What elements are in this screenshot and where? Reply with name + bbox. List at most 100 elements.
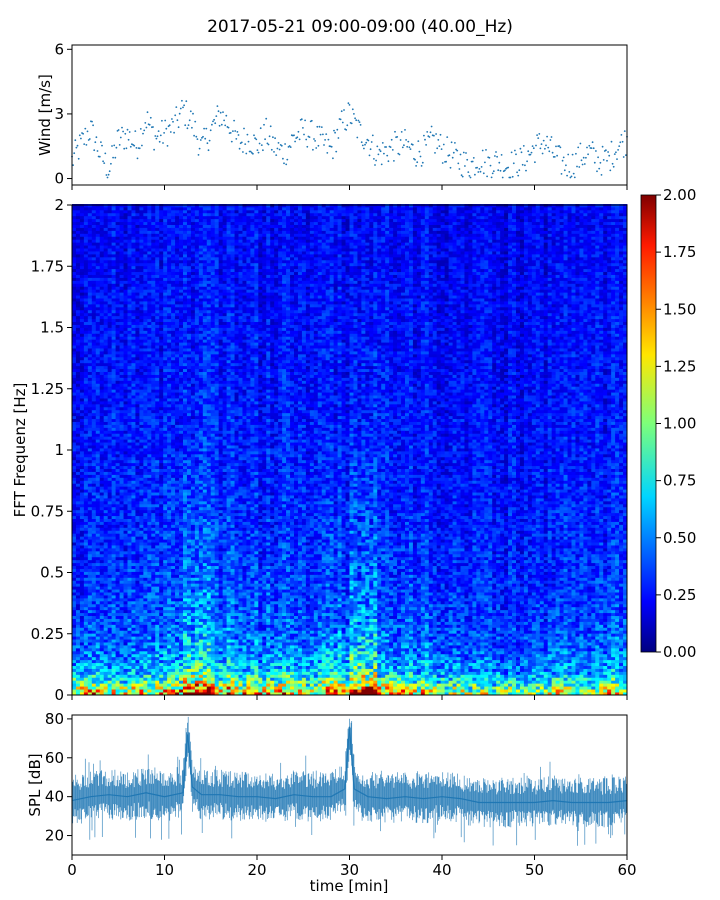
spectrogram-cell <box>119 239 124 243</box>
spectrogram-cell <box>171 465 176 470</box>
spectrogram-cell <box>151 209 156 214</box>
spectrogram-cell <box>131 615 136 619</box>
spectrogram-cell <box>103 539 109 543</box>
spectrogram-cell <box>151 327 156 331</box>
spectrogram-cell <box>95 586 101 590</box>
spectrogram-cell <box>119 565 124 569</box>
spectrogram-cell <box>155 209 160 214</box>
spectrogram-cell <box>151 383 156 387</box>
spectrogram-cell <box>167 309 172 314</box>
spectrogram-cell <box>135 212 140 217</box>
spectrogram-cell <box>171 345 176 349</box>
wind-point <box>320 126 323 128</box>
spectrogram-cell <box>175 306 180 311</box>
spectrogram-cell <box>155 221 160 225</box>
spectrogram-cell <box>175 339 180 343</box>
spectrogram-cell <box>171 436 176 440</box>
spectrogram-cell <box>107 539 113 543</box>
spectrogram-cell <box>99 492 105 496</box>
spectrogram-cell <box>83 489 89 493</box>
spectrogram-cell <box>131 301 136 305</box>
spectrogram-cell <box>119 492 124 496</box>
spectrogram-cell <box>151 453 156 458</box>
spectrogram-cell <box>135 292 140 296</box>
wind-point <box>494 155 496 157</box>
spectrogram-cell <box>115 274 120 278</box>
spectrogram-cell <box>99 418 105 422</box>
spectrogram-cell <box>91 262 97 267</box>
spectrogram-cell <box>143 627 148 631</box>
spectrogram-cell <box>147 306 152 311</box>
spectrogram-cell <box>103 433 109 437</box>
spectrogram-cell <box>91 415 97 420</box>
spectrogram-cell <box>151 359 156 364</box>
spectrogram-cell <box>107 380 113 384</box>
spectrogram-cell <box>95 633 101 637</box>
spectrogram-cell <box>151 689 156 693</box>
spectrogram-cell <box>87 527 93 531</box>
spectrogram-cell <box>79 292 85 296</box>
spectrogram-cell <box>163 251 168 255</box>
spectrogram-cell <box>159 542 164 546</box>
spectrogram-cell <box>143 536 148 540</box>
spectrogram-cell <box>99 577 105 581</box>
spectrogram-cell <box>167 398 172 402</box>
spectrogram-cell <box>171 324 176 328</box>
wind-point <box>499 169 502 172</box>
spectrogram-cell <box>72 542 77 546</box>
spectrogram-cell <box>139 380 144 384</box>
spectrogram-cell <box>123 580 128 584</box>
spectrogram-cell <box>107 500 113 505</box>
spectrogram-cell <box>167 248 172 252</box>
wind-point <box>169 131 172 133</box>
spectrogram-cell <box>72 647 77 652</box>
wind-point <box>509 176 512 179</box>
spectrogram-cell <box>99 436 105 440</box>
spectrogram-cell <box>83 445 89 449</box>
spectrogram-cell <box>115 392 120 396</box>
spectrogram-cell <box>143 430 148 434</box>
spectrogram-cell <box>127 236 132 240</box>
spectrogram-cell <box>139 430 144 434</box>
spectrogram-cell <box>91 615 97 619</box>
spectrogram-cell <box>143 301 148 305</box>
spectrogram-cell <box>135 242 140 246</box>
spectrogram-cell <box>175 480 180 484</box>
spectrogram-cell <box>95 359 101 364</box>
spectrogram-cell <box>107 268 113 273</box>
spectrogram-cell <box>107 692 113 696</box>
spectrogram-cell <box>79 365 85 370</box>
spectrogram-cell <box>103 371 109 375</box>
spectrogram-cell <box>147 659 152 664</box>
spectrogram-cell <box>115 386 120 390</box>
spectrogram-cell <box>119 342 124 346</box>
spectrogram-cell <box>107 406 113 411</box>
spectrogram-cell <box>87 218 93 223</box>
spectrogram-cell <box>107 409 113 414</box>
spectrogram-cell <box>115 603 120 608</box>
spectrogram-cell <box>135 498 140 502</box>
spectrogram-cell <box>159 603 164 608</box>
spectrogram-cell <box>175 351 180 355</box>
spectrogram-cell <box>119 442 124 446</box>
spectrogram-cell <box>83 495 89 499</box>
spectrogram-cell <box>83 553 89 558</box>
spectrogram-cell <box>99 468 105 472</box>
spectrogram-cell <box>135 303 140 308</box>
spectrogram-cell <box>151 330 156 334</box>
spectrogram-cell <box>87 421 93 425</box>
spectrogram-cell <box>175 671 180 675</box>
spectrogram-cell <box>119 248 124 252</box>
spectrogram-cell <box>143 230 148 234</box>
spectrogram-cell <box>79 456 85 461</box>
spectrogram-cell <box>87 618 93 622</box>
spectrogram-cell <box>72 262 77 267</box>
spectrogram-cell <box>91 380 97 384</box>
spectrogram-cell <box>115 389 120 393</box>
spectrogram-cell <box>151 680 156 684</box>
spectrogram-cell <box>87 233 93 237</box>
spectrogram-cell <box>103 580 109 584</box>
spectrogram-cell <box>107 492 113 496</box>
spectrogram-cell <box>115 348 120 352</box>
spectrogram-cell <box>139 624 144 628</box>
